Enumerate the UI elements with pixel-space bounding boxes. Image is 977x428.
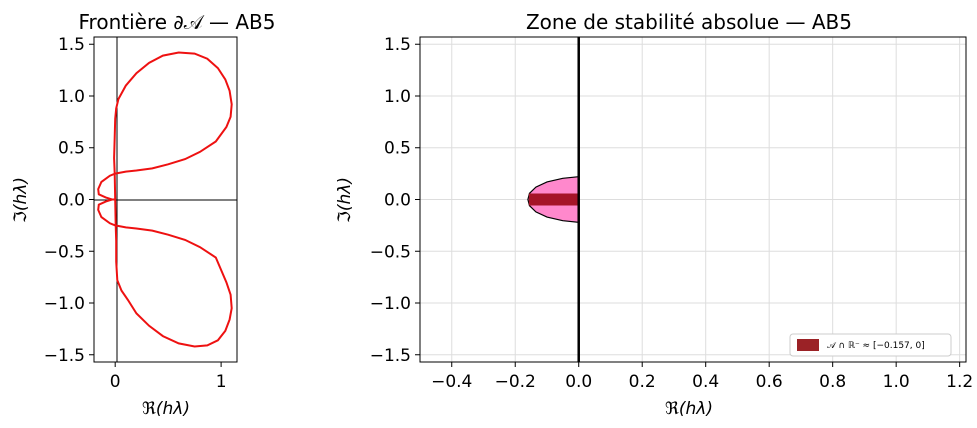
right-y-tick-label: 1.5 [384,35,411,55]
right-y-axis-label: ℑ(hλ) [335,177,355,223]
right-x-axis: −0.4 −0.2 0.0 0.2 0.4 0.6 0.8 1.0 1.2 [431,362,973,392]
legend-label: 𝒜 ∩ ℝ⁻ ≈ [−0.157, 0] [827,341,925,351]
left-y-tick-label: −0.5 [44,242,85,262]
left-x-tick-label: 1 [216,372,227,392]
right-x-axis-label: ℜ(hλ) [665,399,713,419]
right-x-tick-label: −0.2 [495,372,536,392]
left-y-tick-label: 1.0 [58,87,85,107]
left-y-tick-label: 1.5 [58,35,85,55]
right-chart: Zone de stabilité absolue — AB5 1.5 1.0 0.… [335,10,973,419]
left-x-tick-label: 0 [110,372,121,392]
legend: 𝒜 ∩ ℝ⁻ ≈ [−0.157, 0] [789,333,952,357]
right-y-tick-label: 0.5 [384,139,411,159]
boundary-curve [97,51,233,348]
right-x-tick-label: 0.6 [756,372,783,392]
left-y-tick-label: 0.5 [58,139,85,159]
right-y-tick-label: −1.0 [370,294,411,314]
right-y-tick-label: −0.5 [370,242,411,262]
left-plot-frame [93,36,238,363]
left-x-axis-label: ℜ(hλ) [142,399,190,419]
right-x-tick-label: 1.2 [946,372,973,392]
legend-box [789,333,952,357]
legend-swatch [797,339,819,351]
left-y-tick-label: −1.5 [44,346,85,366]
left-chart-title: Frontière ∂𝒜 — AB5 [79,10,276,34]
right-x-tick-label: 0.4 [692,372,719,392]
right-grid [420,37,966,362]
left-y-axis-label: ℑ(hλ) [11,177,31,223]
right-x-tick-label: 0.0 [565,372,592,392]
right-y-tick-label: 0.0 [384,191,411,211]
right-y-tick-label: 1.0 [384,87,411,107]
right-y-axis: 1.5 1.0 0.5 0.0 −0.5 −1.0 −1.5 [370,35,420,366]
left-y-tick-label: −1.0 [44,294,85,314]
right-x-tick-label: −0.4 [431,372,472,392]
left-y-tick-label: 0.0 [58,191,85,211]
right-plot-frame [419,36,967,363]
right-x-tick-label: 0.8 [819,372,846,392]
left-chart: Frontière ∂𝒜 — AB5 1.5 1.0 0.5 0.0 −0.5 −1.0 −… [11,10,276,419]
right-x-tick-label: 0.2 [629,372,656,392]
right-x-tick-label: 1.0 [883,372,910,392]
right-y-tick-label: −1.5 [370,346,411,366]
left-y-axis: 1.5 1.0 0.5 0.0 −0.5 −1.0 −1.5 [44,35,94,366]
right-chart-title: Zone de stabilité absolue — AB5 [526,10,852,34]
